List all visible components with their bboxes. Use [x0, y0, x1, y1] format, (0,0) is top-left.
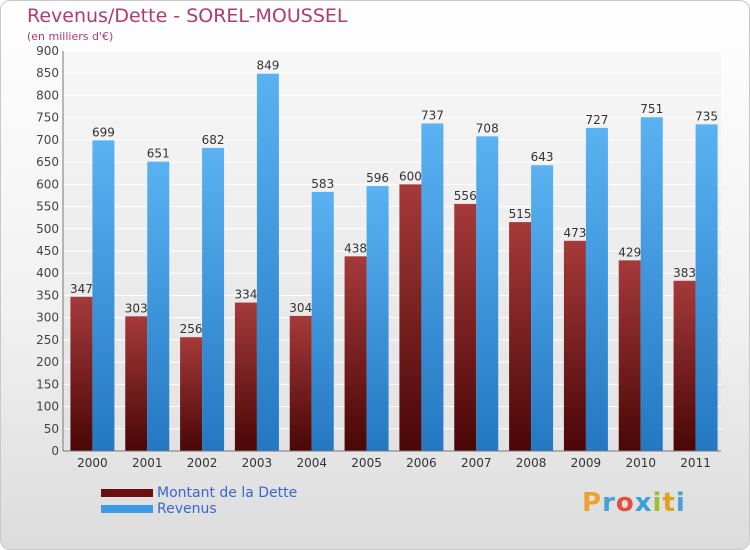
- y-tick-label: 800: [36, 88, 59, 102]
- logo-letter: i: [652, 488, 663, 518]
- data-label-debt-2002: 256: [180, 322, 203, 336]
- data-label-revenus-2007: 708: [476, 121, 499, 135]
- bar-debt-2002: [180, 337, 203, 451]
- y-tick-label: 450: [36, 244, 59, 258]
- data-label-debt-2008: 515: [509, 207, 532, 221]
- x-tick-label: 2000: [77, 456, 108, 470]
- logo-letter: P: [582, 488, 603, 518]
- y-tick-label: 500: [36, 222, 59, 236]
- legend-swatch-revenus: [101, 505, 153, 513]
- bar-debt-2000: [70, 296, 93, 451]
- logo-letter: r: [602, 488, 616, 518]
- data-label-debt-2010: 429: [618, 245, 641, 259]
- data-label-debt-2007: 556: [454, 189, 477, 203]
- chart-title: Revenus/Dette - SOREL-MOUSSEL: [27, 5, 348, 27]
- data-label-debt-2000: 347: [70, 282, 93, 296]
- data-label-debt-2001: 303: [125, 301, 148, 315]
- data-label-debt-2006: 600: [399, 169, 422, 183]
- bar-debt-2001: [125, 316, 148, 451]
- x-tick-label: 2008: [516, 456, 547, 470]
- bar-debt-2008: [509, 222, 532, 451]
- data-label-revenus-2009: 727: [585, 113, 608, 127]
- bar-debt-2005: [344, 256, 367, 451]
- bar-revenus-2006: [421, 123, 444, 451]
- y-tick-label: 700: [36, 133, 59, 147]
- bar-revenus-2005: [366, 186, 389, 451]
- y-tick-label: 650: [36, 155, 59, 169]
- y-tick-label: 600: [36, 177, 59, 191]
- y-tick-label: 100: [36, 400, 59, 414]
- data-label-debt-2004: 304: [289, 301, 312, 315]
- x-tick-label: 2007: [461, 456, 492, 470]
- y-tick-label: 550: [36, 200, 59, 214]
- bar-debt-2009: [563, 240, 586, 451]
- x-tick-label: 2009: [571, 456, 602, 470]
- x-tick-label: 2001: [132, 456, 163, 470]
- data-label-debt-2003: 334: [234, 288, 257, 302]
- y-tick-label: 400: [36, 266, 59, 280]
- y-tick-label: 750: [36, 111, 59, 125]
- bar-debt-2004: [289, 315, 312, 451]
- proxiti-logo: Proxiti: [582, 488, 686, 518]
- data-label-revenus-2005: 596: [366, 171, 389, 185]
- bar-revenus-2007: [476, 136, 499, 452]
- y-tick-label: 300: [36, 311, 59, 325]
- y-tick-label: 50: [44, 422, 59, 436]
- data-label-revenus-2000: 699: [92, 125, 115, 139]
- legend-swatch-debt: [101, 489, 153, 497]
- bar-debt-2006: [399, 184, 422, 452]
- y-tick-label: 0: [51, 444, 59, 458]
- x-tick-label: 2011: [680, 456, 711, 470]
- x-tick-label: 2004: [296, 456, 327, 470]
- bar-revenus-2011: [695, 124, 718, 451]
- bar-revenus-2004: [311, 191, 334, 451]
- bar-revenus-2002: [202, 147, 225, 451]
- bar-debt-2003: [234, 302, 257, 451]
- bar-debt-2007: [454, 203, 477, 451]
- x-tick-label: 2006: [406, 456, 437, 470]
- y-tick-label: 200: [36, 355, 59, 369]
- y-tick-label: 850: [36, 66, 59, 80]
- data-label-debt-2009: 473: [563, 226, 586, 240]
- bar-debt-2010: [618, 260, 641, 451]
- data-label-revenus-2003: 849: [256, 59, 279, 73]
- data-label-revenus-2010: 751: [640, 102, 663, 116]
- data-label-debt-2005: 438: [344, 241, 367, 255]
- y-tick-label: 250: [36, 333, 59, 347]
- logo-letter: i: [675, 488, 686, 518]
- bar-revenus-2008: [531, 165, 554, 451]
- y-tick-label: 900: [36, 44, 59, 58]
- data-label-revenus-2002: 682: [202, 133, 225, 147]
- x-tick-label: 2010: [625, 456, 656, 470]
- bar-debt-2011: [673, 280, 696, 451]
- data-label-revenus-2001: 651: [147, 147, 170, 161]
- data-label-revenus-2004: 583: [311, 177, 334, 191]
- bar-revenus-2000: [92, 140, 115, 452]
- y-tick-label: 150: [36, 377, 59, 391]
- logo-letter: t: [662, 488, 676, 518]
- legend-label-debt: Montant de la Dette: [157, 485, 298, 501]
- bar-revenus-2009: [585, 127, 608, 451]
- data-label-revenus-2006: 737: [421, 108, 444, 122]
- logo-letter: o: [615, 488, 635, 518]
- y-tick-label: 350: [36, 288, 59, 302]
- x-tick-label: 2005: [351, 456, 382, 470]
- data-label-debt-2011: 383: [673, 266, 696, 280]
- x-tick-label: 2003: [242, 456, 273, 470]
- logo-letter: x: [634, 488, 653, 518]
- data-label-revenus-2008: 643: [531, 150, 554, 164]
- bar-revenus-2010: [640, 117, 663, 451]
- chart-subtitle: (en milliers d'€): [27, 30, 114, 43]
- legend-label-revenus: Revenus: [157, 501, 217, 517]
- bar-revenus-2003: [256, 73, 279, 452]
- data-label-revenus-2011: 735: [695, 109, 718, 123]
- x-tick-label: 2002: [187, 456, 218, 470]
- bar-revenus-2001: [147, 161, 170, 451]
